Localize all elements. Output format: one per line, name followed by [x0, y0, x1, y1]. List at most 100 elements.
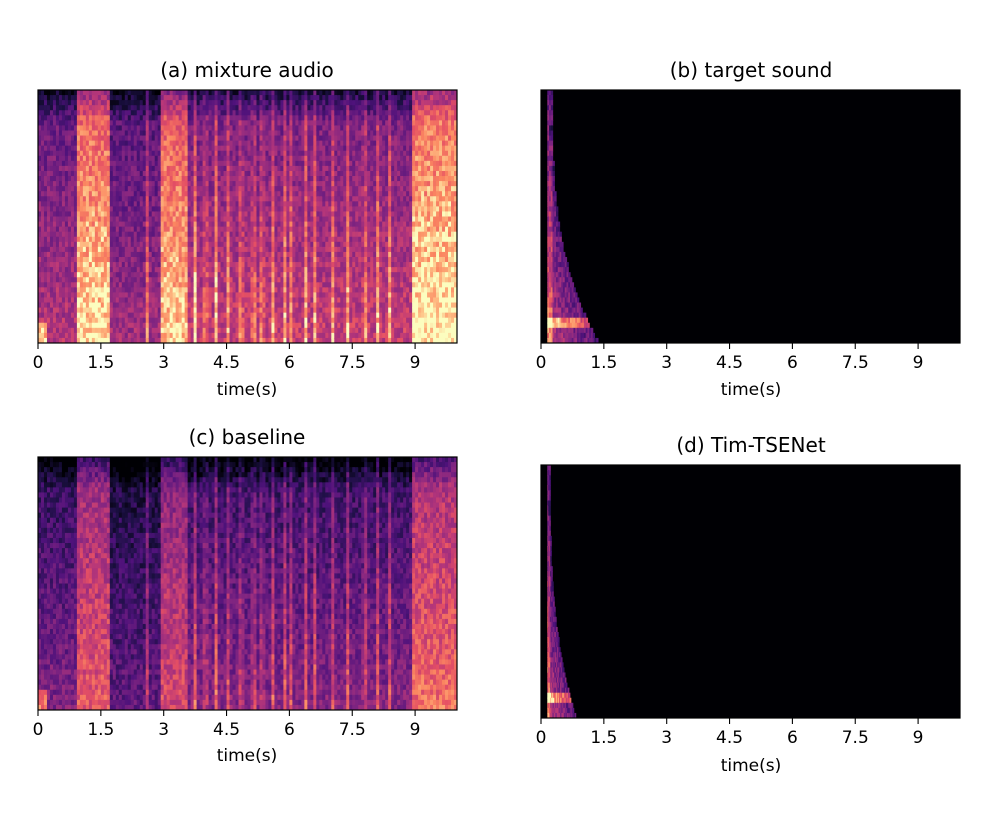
spectrogram-cell [322, 272, 326, 278]
spectrogram-cell [184, 312, 189, 319]
spectrogram-cell [226, 90, 231, 96]
spectrogram-cell [169, 115, 174, 121]
spectrogram-cell [106, 120, 111, 127]
spectrogram-cell [136, 206, 141, 213]
spectrogram-cell [142, 312, 147, 319]
spectrogram-cell [115, 267, 120, 273]
spectrogram-cell [253, 165, 258, 172]
spectrogram-cell [292, 211, 296, 218]
spectrogram-cell [130, 221, 135, 228]
spectrogram-cell [241, 231, 246, 238]
spectrogram-cell [226, 332, 231, 339]
spectrogram-cell [178, 196, 183, 202]
spectrogram-cell [166, 277, 171, 283]
spectrogram-cell [178, 201, 183, 207]
spectrogram-cell [112, 256, 117, 263]
spectrogram-cell [115, 191, 120, 197]
spectrogram-cell [67, 165, 72, 172]
spectrogram-cell [325, 246, 329, 253]
spectrogram-cell [226, 176, 231, 182]
spectrogram-cell [106, 292, 111, 299]
spectrogram-cell [76, 241, 81, 248]
spectrogram-cell [97, 282, 102, 288]
spectrogram-cell [49, 206, 54, 213]
spectrogram-cell [283, 191, 287, 197]
spectrogram-cell [181, 135, 186, 142]
spectrogram-cell [220, 262, 225, 268]
spectrogram-cell [61, 191, 66, 197]
spectrogram-cell [163, 130, 168, 137]
spectrogram-cell [247, 322, 252, 329]
spectrogram-cell [301, 231, 305, 238]
spectrogram-cell [325, 302, 329, 309]
spectrogram-cell [319, 287, 323, 293]
spectrogram-cell [100, 292, 105, 299]
spectrogram-cell [88, 297, 93, 304]
spectrogram-cell [49, 115, 54, 121]
spectrogram-cell [49, 277, 54, 283]
spectrogram-cell [169, 176, 174, 182]
spectrogram-cell [70, 277, 75, 283]
spectrogram-cell [46, 196, 51, 202]
spectrogram-cell [151, 125, 156, 132]
spectrogram-cell [271, 181, 276, 187]
spectrogram-cell [316, 216, 320, 223]
spectrogram-cell [232, 155, 237, 162]
spectrogram-cell [187, 322, 192, 329]
spectrogram-cell [235, 206, 240, 213]
spectrogram-cell [256, 140, 261, 147]
spectrogram-cell [295, 267, 299, 273]
spectrogram-cell [190, 327, 195, 334]
spectrogram-cell [280, 246, 285, 253]
spectrogram-cell [109, 297, 114, 304]
spectrogram-cell [67, 302, 72, 309]
spectrogram-cell [316, 130, 320, 137]
spectrogram-cell [211, 186, 216, 192]
spectrogram-cell [223, 140, 228, 147]
spectrogram-cell [181, 145, 186, 152]
spectrogram-cell [196, 287, 201, 293]
spectrogram-cell [103, 206, 108, 213]
spectrogram-cell [301, 201, 305, 207]
spectrogram-cell [64, 206, 69, 213]
spectrogram-cell [88, 246, 93, 253]
spectrogram-cell [229, 272, 234, 278]
spectrogram-cell [163, 196, 168, 202]
spectrogram-cell [82, 256, 87, 263]
spectrogram-cell [235, 140, 240, 147]
spectrogram-cell [292, 292, 296, 299]
spectrogram-cell [97, 332, 102, 339]
spectrogram-cell [76, 246, 81, 253]
spectrogram-cell [139, 165, 144, 172]
spectrogram-cell [70, 115, 75, 121]
spectrogram-cell [136, 246, 141, 253]
spectrogram-cell [304, 307, 308, 314]
spectrogram-cell [334, 211, 338, 218]
spectrogram-cell [250, 181, 255, 187]
spectrogram-cell [250, 150, 255, 157]
spectrogram-cell [331, 216, 335, 223]
spectrogram-cell [247, 327, 252, 334]
spectrogram-cell [226, 211, 231, 218]
spectrogram-cell [43, 241, 48, 248]
spectrogram-cell [139, 90, 144, 96]
spectrogram-cell [112, 115, 117, 121]
spectrogram-cell [38, 110, 42, 116]
spectrogram-cell [124, 181, 129, 187]
spectrogram-cell [235, 267, 240, 273]
spectrogram-cell [280, 95, 285, 101]
spectrogram-cell [154, 100, 159, 106]
spectrogram-cell [40, 221, 45, 228]
spectrogram-cell [229, 130, 234, 137]
spectrogram-cell [94, 231, 99, 238]
spectrogram-cell [196, 105, 201, 111]
spectrogram-cell [73, 226, 78, 233]
spectrogram-cell [289, 221, 293, 228]
spectrogram-cell [145, 272, 150, 278]
spectrogram-cell [106, 181, 111, 187]
spectrogram-cell [232, 176, 237, 182]
spectrogram-cell [70, 140, 75, 147]
spectrogram-cell [121, 105, 126, 111]
spectrogram-cell [121, 332, 126, 339]
spectrogram-cell [49, 191, 54, 197]
